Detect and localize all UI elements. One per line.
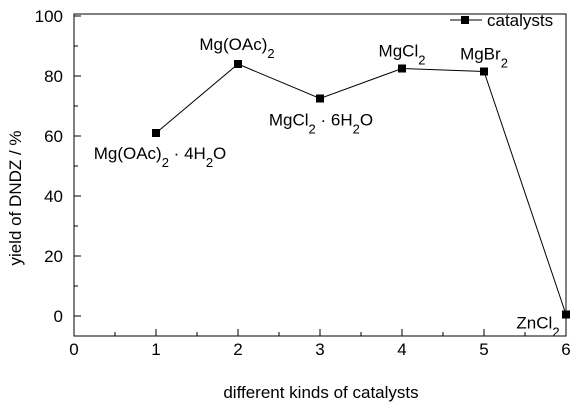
legend-marker bbox=[461, 16, 469, 24]
x-tick-label: 4 bbox=[397, 340, 406, 359]
data-point bbox=[152, 129, 160, 137]
x-axis-title: different kinds of catalysts bbox=[223, 383, 418, 402]
data-point bbox=[234, 60, 242, 68]
point-label: Mg(OAc)2 · 4H2O bbox=[94, 144, 227, 170]
point-label: MgCl2 · 6H2O bbox=[269, 111, 373, 137]
legend-label: catalysts bbox=[487, 11, 553, 30]
y-axis-title: yield of DNDZ / % bbox=[6, 130, 25, 265]
x-tick-label: 1 bbox=[151, 340, 160, 359]
point-label: ZnCl2 bbox=[516, 314, 559, 340]
point-label: MgCl2 bbox=[379, 42, 426, 68]
y-tick-label: 40 bbox=[44, 187, 63, 206]
point-labels-layer: Mg(OAc)2 · 4H2O Mg(OAc)2 MgCl2 · 6H2O MgCl2… bbox=[94, 35, 560, 339]
x-axis-ticks: 0 1 2 3 4 5 6 bbox=[69, 329, 571, 359]
x-tick-label: 3 bbox=[315, 340, 324, 359]
y-tick-label: 60 bbox=[44, 127, 63, 146]
y-tick-label: 100 bbox=[35, 7, 63, 26]
data-point bbox=[562, 310, 570, 319]
point-label: Mg(OAc)2 bbox=[199, 35, 274, 61]
series-layer bbox=[152, 60, 570, 319]
series-line bbox=[155, 63, 567, 315]
data-point bbox=[316, 94, 324, 103]
data-point bbox=[480, 67, 488, 76]
legend: catalysts bbox=[450, 11, 553, 30]
y-axis-ticks: 0 20 40 60 80 100 bbox=[35, 7, 81, 326]
y-tick-label: 0 bbox=[54, 307, 63, 326]
x-tick-label: 0 bbox=[69, 340, 78, 359]
y-tick-label: 20 bbox=[44, 247, 63, 266]
data-point bbox=[398, 64, 406, 73]
point-label: MgBr2 bbox=[460, 45, 508, 71]
x-tick-label: 2 bbox=[233, 340, 242, 359]
x-tick-label: 6 bbox=[561, 340, 570, 359]
x-tick-label: 5 bbox=[479, 340, 488, 359]
y-tick-label: 80 bbox=[44, 67, 63, 86]
